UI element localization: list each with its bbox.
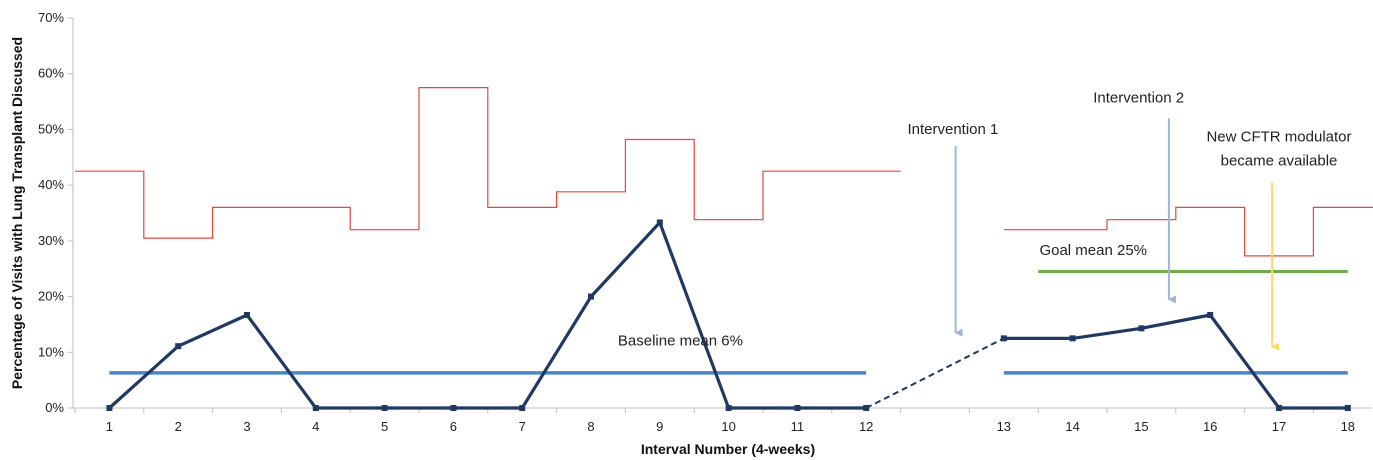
x-tick-label: 17 — [1272, 419, 1286, 434]
x-tick-label: 14 — [1065, 419, 1079, 434]
annotation-label: Goal mean 25% — [1039, 242, 1147, 259]
percentage-line — [108, 220, 867, 410]
x-tick-label: 8 — [587, 419, 594, 434]
y-axis-ticks: 0% 10% 20% 30% 40% 50% 60% 70% — [38, 10, 73, 415]
x-tick-label: 5 — [381, 419, 388, 434]
data-point — [381, 405, 388, 411]
data-point — [519, 405, 526, 411]
x-tick-label: 15 — [1134, 419, 1148, 434]
data-point — [312, 405, 319, 411]
data-point — [588, 293, 594, 300]
x-tick-label: 6 — [450, 419, 457, 434]
y-tick-label: 10% — [38, 344, 64, 359]
annotation-label: Intervention 2 — [1093, 90, 1184, 107]
annotations: Baseline mean 6% Goal mean 25% Interventio… — [618, 90, 1352, 351]
data-point — [175, 343, 182, 350]
data-point — [244, 311, 250, 318]
annotation-label: New CFTR modulator — [1206, 129, 1351, 146]
mean-lines — [109, 270, 1348, 375]
data-point — [1138, 325, 1145, 332]
upper-control-limit-line — [1003, 206, 1373, 257]
data-point — [725, 405, 732, 411]
x-tick-label: 16 — [1203, 419, 1217, 434]
upper-control-limit-line — [75, 86, 901, 239]
data-point — [1000, 335, 1007, 342]
x-tick-label: 11 — [791, 419, 805, 434]
data-point — [450, 405, 457, 411]
y-axis-title: Percentage of Visits with Lung Transplan… — [9, 37, 25, 389]
x-tick-label: 18 — [1341, 419, 1355, 434]
data-point — [106, 405, 113, 411]
percentage-line — [1003, 313, 1348, 410]
x-tick-label: 13 — [997, 419, 1011, 434]
y-tick-label: 20% — [38, 289, 64, 304]
x-tick-label: 7 — [519, 419, 526, 434]
x-tick-label: 12 — [859, 419, 873, 434]
percentage-gap-bridge — [865, 337, 1005, 409]
data-point — [863, 405, 870, 411]
x-tick-label: 3 — [243, 419, 250, 434]
data-point — [1344, 405, 1351, 411]
data-point — [1276, 405, 1282, 411]
y-tick-label: 30% — [38, 233, 64, 248]
x-tick-label: 1 — [106, 419, 113, 434]
y-tick-label: 50% — [38, 121, 64, 136]
axes — [72, 18, 1372, 409]
x-tick-label: 10 — [721, 419, 735, 434]
x-axis-title: Interval Number (4-weeks) — [641, 441, 815, 457]
annotation-label: Intervention 1 — [907, 121, 998, 138]
data-point — [1207, 311, 1214, 318]
data-point — [656, 219, 663, 226]
annotation-label: became available — [1221, 153, 1338, 170]
y-tick-label: 0% — [45, 400, 64, 415]
upper-control-limit-lines — [75, 86, 1373, 257]
data-point — [1069, 335, 1076, 342]
y-tick-label: 40% — [38, 177, 64, 192]
y-tick-label: 70% — [38, 10, 64, 25]
y-tick-label: 60% — [38, 66, 64, 81]
percentage-series — [106, 219, 1351, 411]
x-tick-label: 4 — [312, 419, 319, 434]
x-tick-label: 9 — [656, 419, 663, 434]
x-tick-label: 2 — [175, 419, 182, 434]
x-axis-ticks: 1 2 3 4 5 6 7 8 9 10 11 12 13 14 15 16 17 18 — [74, 408, 1355, 434]
annotation-label: Baseline mean 6% — [618, 333, 743, 350]
data-point — [794, 405, 801, 411]
